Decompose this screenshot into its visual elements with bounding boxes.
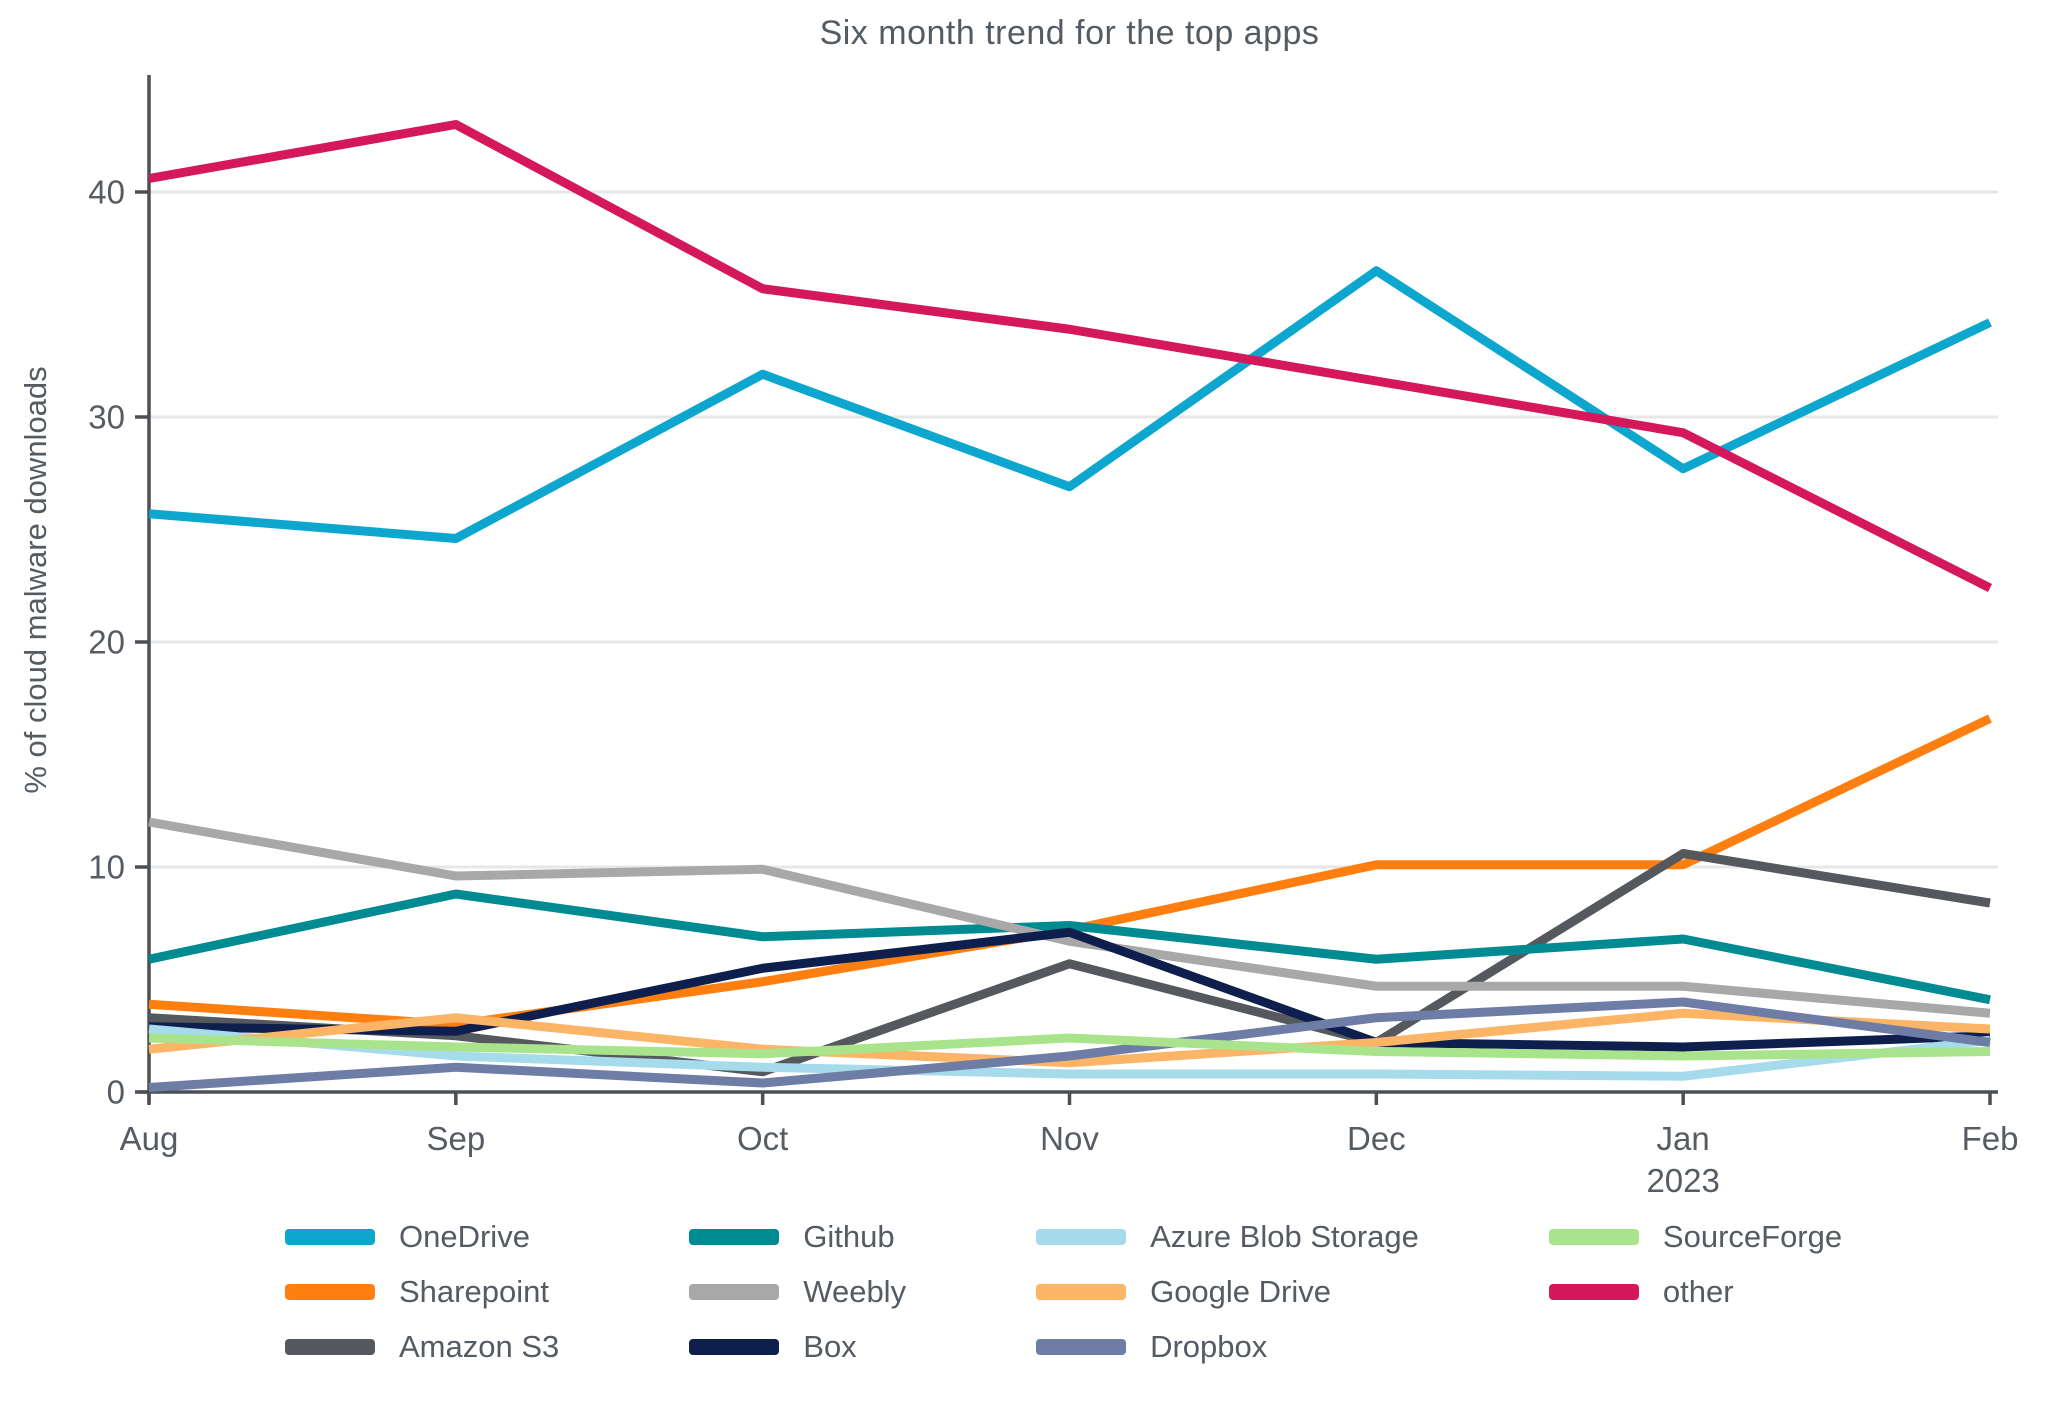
legend-column-1: OneDrive Sharepoint Amazon S3	[285, 1219, 560, 1364]
y-tick-label-40: 40	[88, 174, 125, 211]
x-tick-label-Dec: Dec	[1347, 1120, 1406, 1157]
chart-title: Six month trend for the top apps	[819, 14, 1320, 52]
series-line-azure-blob-storage	[148, 1024, 1991, 1081]
y-tick-label-30: 30	[88, 399, 125, 436]
legend-column-3: Azure Blob Storage Google Drive Dropbox	[1036, 1219, 1419, 1364]
legend-label-box: Box	[803, 1329, 857, 1364]
series-line-dropbox	[148, 997, 1991, 1092]
series-line-box	[148, 927, 1991, 1052]
y-tick-label-20: 20	[88, 624, 125, 661]
legend-item-azure-blob-storage: Azure Blob Storage	[1036, 1219, 1419, 1254]
x-tick-label-Aug: Aug	[120, 1120, 179, 1157]
legend-item-other: other	[1548, 1274, 1842, 1309]
legend-swatch-azure-blob-storage	[1036, 1229, 1127, 1245]
legend-label-onedrive: OneDrive	[399, 1219, 530, 1254]
legend-swatch-box	[689, 1339, 780, 1355]
series-line-sourceforge	[148, 1033, 1991, 1061]
legend-swatch-other	[1548, 1284, 1639, 1300]
legend: OneDrive Sharepoint Amazon S3 Github Weebly B…	[285, 1219, 1843, 1364]
x-tick-label-Sep: Sep	[426, 1120, 485, 1157]
legend-column-2: Github Weebly Box	[689, 1219, 907, 1364]
legend-item-sourceforge: SourceForge	[1548, 1219, 1843, 1254]
legend-swatch-dropbox	[1036, 1339, 1127, 1355]
legend-label-google-drive: Google Drive	[1150, 1274, 1331, 1309]
legend-column-4: SourceForge other	[1548, 1219, 1843, 1309]
legend-label-sharepoint: Sharepoint	[399, 1274, 549, 1309]
legend-label-other: other	[1662, 1274, 1734, 1309]
x-tick-label-Oct: Oct	[737, 1120, 788, 1157]
legend-swatch-google-drive	[1036, 1284, 1127, 1300]
x-tick-label-Jan: Jan	[1657, 1120, 1710, 1157]
legend-label-sourceforge: SourceForge	[1662, 1219, 1843, 1254]
legend-swatch-sharepoint	[285, 1284, 375, 1300]
x-tick-sublabel-2023: 2023	[1646, 1162, 1719, 1199]
legend-item-weebly: Weebly	[689, 1274, 907, 1309]
legend-label-github: Github	[803, 1219, 895, 1254]
series-line-google-drive	[148, 1008, 1991, 1068]
legend-swatch-amazon-s3	[285, 1339, 375, 1355]
legend-swatch-github	[689, 1229, 780, 1245]
legend-item-google-drive: Google Drive	[1036, 1274, 1419, 1309]
y-tick-label-10: 10	[88, 849, 125, 886]
y-tick-label-0: 0	[107, 1074, 125, 1111]
legend-label-dropbox: Dropbox	[1150, 1329, 1268, 1364]
series-line-weebly	[148, 817, 1991, 1018]
legend-item-dropbox: Dropbox	[1036, 1329, 1419, 1364]
legend-item-github: Github	[689, 1219, 906, 1254]
series-line-github	[148, 889, 1991, 1005]
legend-swatch-weebly	[689, 1284, 780, 1300]
legend-label-azure-blob-storage: Azure Blob Storage	[1150, 1219, 1419, 1254]
series-line-onedrive	[148, 266, 1992, 543]
series-line-other	[148, 120, 1993, 593]
legend-label-weebly: Weebly	[803, 1274, 907, 1309]
series-line-amazon-s3	[148, 849, 1991, 1077]
legend-item-amazon-s3: Amazon S3	[285, 1329, 560, 1364]
x-tick-label-Nov: Nov	[1040, 1120, 1099, 1157]
legend-label-amazon-s3: Amazon S3	[399, 1329, 560, 1364]
legend-item-sharepoint: Sharepoint	[285, 1274, 559, 1309]
legend-item-onedrive: OneDrive	[285, 1219, 559, 1254]
legend-item-box: Box	[689, 1329, 906, 1364]
legend-swatch-sourceforge	[1548, 1229, 1639, 1245]
x-tick-label-Feb: Feb	[1962, 1120, 2019, 1157]
legend-swatch-onedrive	[285, 1229, 375, 1245]
